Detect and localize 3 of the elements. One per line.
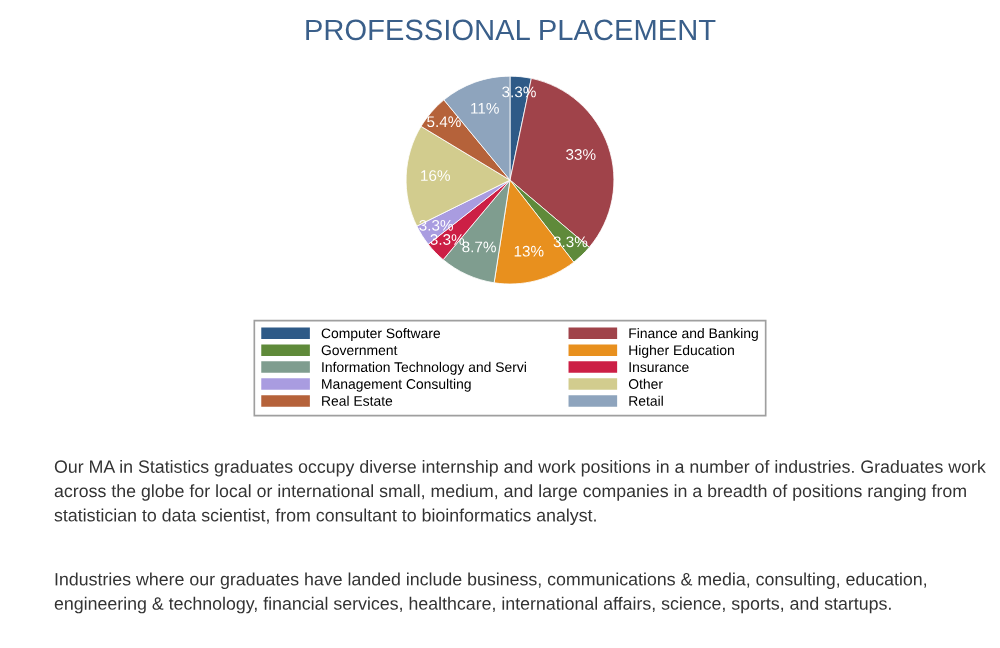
- text: Our MA in Statistics graduates occupy diverse internship and work positions in a number of industries. Graduates work across the globe for local or international small, medium, and large companies in a breadth of positions ranging from statistician to data scientist, from consultant to bioinformatics analyst.: [54, 459, 986, 526]
- text: Industries where our graduates have landed include business, communications & media, consulting, education, engineering & technology, financial services, healthcare, international affairs, science, sports, and startups.: [54, 572, 926, 614]
- chart-title: PROFESSIONAL PLACEMENT: [306, 19, 716, 41]
